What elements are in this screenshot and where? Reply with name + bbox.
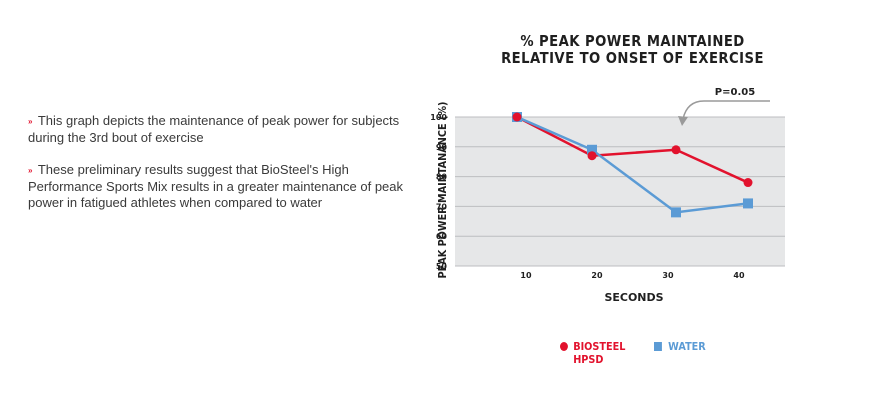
data-point-biosteel <box>671 145 681 155</box>
chart-title: % PEAK POWER MAINTAINED RELATIVE TO ONSE… <box>498 33 766 67</box>
legend-item-water: WATER <box>654 340 706 353</box>
data-point-biosteel <box>743 178 753 188</box>
bullet-text: This graph depicts the maintenance of pe… <box>28 113 400 145</box>
bullet-2: » These preliminary results suggest that… <box>28 162 408 211</box>
y-tick-label: 50 <box>436 262 448 271</box>
y-tick-label: 100 <box>430 113 447 122</box>
series-line-biosteel <box>516 115 749 184</box>
p-value-annotation: P=0.05 <box>715 87 755 98</box>
y-tick-label: 70 <box>436 202 448 211</box>
bullet-marker: » <box>28 166 33 175</box>
data-point-water <box>671 207 681 218</box>
annotation-arrowhead <box>678 116 688 126</box>
y-axis-label: PEAK POWER MAINTANANCE (%) <box>436 102 449 279</box>
legend-label-biosteel-line1: BIOSTEEL <box>573 340 626 353</box>
x-tick-label: 30 <box>662 271 674 280</box>
data-point-water <box>743 198 753 209</box>
chart-title-line-1: % PEAK POWER MAINTAINED <box>520 32 745 50</box>
series-line-water <box>516 115 749 214</box>
y-tick-label: 80 <box>436 173 448 182</box>
bullet-marker: » <box>28 117 33 126</box>
legend-marker-square <box>654 342 662 351</box>
bullet-text: These preliminary results suggest that B… <box>28 162 404 210</box>
x-tick-label: 40 <box>733 271 745 280</box>
data-point-biosteel <box>512 112 522 122</box>
legend-item-biosteel: BIOSTEEL HPSD <box>560 340 625 366</box>
y-tick-label: 90 <box>436 143 448 152</box>
x-tick-label: 10 <box>520 271 532 280</box>
description-text: » This graph depicts the maintenance of … <box>28 113 408 227</box>
x-tick-label: 20 <box>591 271 603 280</box>
data-point-water <box>587 144 597 155</box>
legend-marker-circle <box>560 342 568 351</box>
x-axis-label: SECONDS <box>604 291 663 304</box>
legend-label-water: WATER <box>668 340 706 353</box>
plot-area <box>455 117 785 266</box>
bullet-1: » This graph depicts the maintenance of … <box>28 113 408 146</box>
annotation-arrow <box>682 100 770 120</box>
y-tick-label: 60 <box>436 232 448 241</box>
legend-label-biosteel-line2: HPSD <box>573 353 604 366</box>
chart-title-line-2: RELATIVE TO ONSET OF EXERCISE <box>501 49 764 67</box>
data-point-biosteel <box>587 151 597 161</box>
